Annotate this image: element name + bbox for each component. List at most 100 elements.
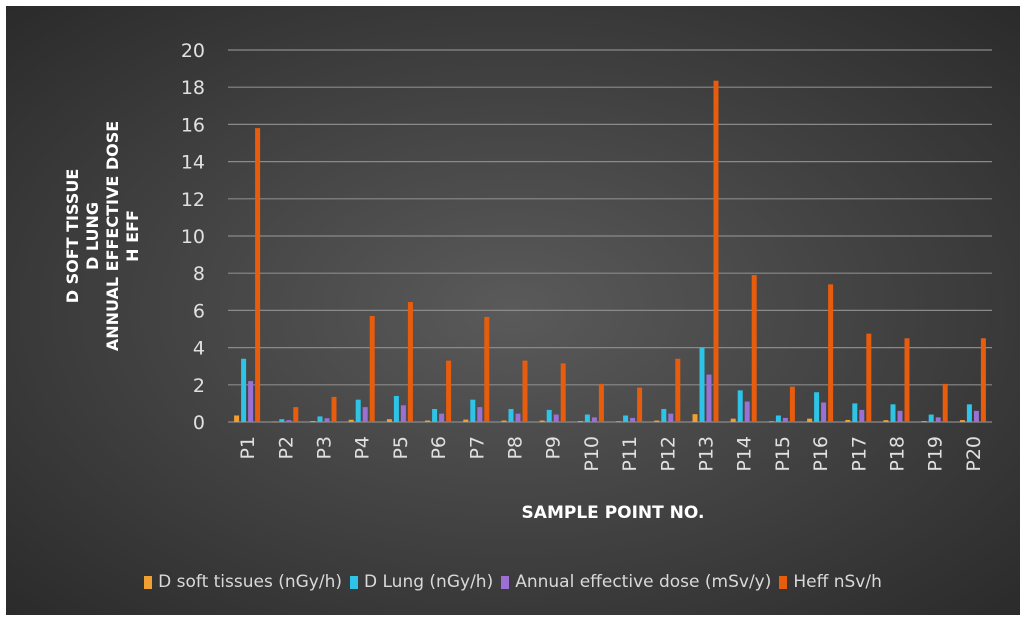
bar-p16-series-3 <box>821 402 827 422</box>
legend-label: Heff nSv/h <box>793 572 882 592</box>
bar-p10-series-1 <box>577 421 583 422</box>
bar-p13-series-4 <box>713 80 719 422</box>
x-tick-label: P18 <box>887 436 909 472</box>
x-tick-label: P20 <box>963 436 985 472</box>
x-tick-label: P12 <box>657 436 679 472</box>
bar-p9-series-4 <box>560 363 566 422</box>
bar-p13-series-1 <box>692 414 698 422</box>
bar-p14-series-2 <box>737 390 743 422</box>
y-tick-label: 10 <box>181 226 205 248</box>
y-tick-label: 20 <box>181 40 205 62</box>
legend-label: D Lung (nGy/h) <box>364 572 494 592</box>
bar-p11-series-2 <box>623 415 629 422</box>
y-axis-ticks: 0 2 4 6 8 10 12 14 16 18 20 <box>181 40 205 434</box>
bar-p19-series-2 <box>928 414 934 422</box>
bar-p10-series-2 <box>584 414 590 422</box>
x-tick-label: P4 <box>352 436 374 460</box>
y-axis-title: D SOFT TISSUE D LUNG ANNUAL EFFECTIVE DOSE… <box>63 121 142 351</box>
bar-p18-series-4 <box>904 338 910 422</box>
bar-p7-series-4 <box>484 316 490 422</box>
y-tick-label: 0 <box>193 412 205 434</box>
bar-p15-series-2 <box>775 415 781 422</box>
bars <box>234 80 986 423</box>
bar-p2-series-2 <box>279 419 285 422</box>
bar-p5-series-4 <box>407 302 413 422</box>
legend-swatch <box>501 575 510 589</box>
y-axis-title-line: D LUNG <box>83 202 102 270</box>
bar-p4-series-1 <box>348 419 354 422</box>
bar-p11-series-3 <box>630 417 636 422</box>
bar-p9-series-2 <box>546 409 552 422</box>
legend-swatch <box>779 575 788 589</box>
bar-p2-series-1 <box>272 421 278 423</box>
y-tick-label: 6 <box>193 300 205 322</box>
bar-p15-series-3 <box>782 417 788 422</box>
bar-p4-series-3 <box>362 407 368 422</box>
bar-p3-series-3 <box>324 418 330 422</box>
bar-p12-series-3 <box>668 413 674 422</box>
y-tick-label: 16 <box>181 114 205 136</box>
x-tick-label: P19 <box>925 436 947 472</box>
y-tick-label: 8 <box>193 263 205 285</box>
x-axis-title: SAMPLE POINT NO. <box>522 503 705 523</box>
gridlines <box>228 49 992 423</box>
bar-p19-series-1 <box>921 421 927 422</box>
bar-p20-series-4 <box>980 338 986 422</box>
y-axis-title-line: H EFF <box>123 210 142 262</box>
bar-p11-series-1 <box>616 421 622 422</box>
legend-item-4: Heff nSv/h <box>779 572 882 592</box>
bar-p15-series-4 <box>789 386 795 422</box>
bar-p4-series-2 <box>355 399 361 422</box>
bar-p7-series-3 <box>477 407 483 422</box>
y-axis-title-line: ANNUAL EFFECTIVE DOSE <box>103 121 122 351</box>
legend-label: D soft tissues (nGy/h) <box>158 572 343 592</box>
x-tick-label: P8 <box>505 436 527 460</box>
y-tick-label: 14 <box>181 152 205 174</box>
legend-swatch <box>350 575 359 589</box>
bar-p6-series-3 <box>439 413 445 422</box>
bar-p9-series-1 <box>539 420 545 422</box>
bar-p19-series-4 <box>942 383 948 422</box>
x-tick-label: P3 <box>314 436 336 460</box>
bar-p3-series-2 <box>317 416 323 422</box>
bar-p17-series-3 <box>859 409 865 422</box>
bar-p16-series-2 <box>814 392 820 422</box>
bar-p1-series-2 <box>241 358 247 422</box>
bar-p4-series-4 <box>369 315 375 422</box>
y-tick-label: 12 <box>181 189 205 211</box>
bar-p8-series-4 <box>522 360 528 422</box>
bar-p14-series-3 <box>744 401 750 422</box>
x-tick-label: P6 <box>428 436 450 460</box>
bar-p10-series-4 <box>598 383 604 422</box>
bar-p10-series-3 <box>591 417 597 422</box>
x-tick-label: P10 <box>581 436 603 472</box>
bar-p13-series-2 <box>699 347 705 422</box>
bar-p17-series-1 <box>845 419 851 422</box>
bar-p1-series-4 <box>255 128 261 422</box>
bar-p14-series-4 <box>751 275 757 422</box>
legend-swatch <box>144 575 153 589</box>
bar-p7-series-1 <box>463 419 469 422</box>
bar-p12-series-2 <box>661 408 667 422</box>
x-tick-label: P9 <box>543 436 565 460</box>
bar-p12-series-4 <box>675 358 681 422</box>
bar-p6-series-2 <box>432 408 438 422</box>
bar-p19-series-3 <box>935 417 941 422</box>
bar-p17-series-2 <box>852 403 858 422</box>
bar-p12-series-1 <box>654 420 660 422</box>
y-tick-label: 4 <box>193 338 205 360</box>
x-tick-label: P13 <box>696 436 718 472</box>
y-axis-title-line: D SOFT TISSUE <box>63 169 82 304</box>
x-tick-label: P5 <box>390 436 412 460</box>
bar-p2-series-3 <box>286 420 292 422</box>
x-tick-label: P1 <box>237 436 259 460</box>
x-tick-label: P16 <box>810 436 832 472</box>
bar-p18-series-2 <box>890 404 896 422</box>
x-tick-label: P14 <box>734 436 756 472</box>
bar-p20-series-3 <box>973 410 979 422</box>
x-tick-label: P2 <box>275 436 297 460</box>
y-tick-label: 18 <box>181 77 205 99</box>
chart-frame: 0 2 4 6 8 10 12 14 16 18 20 P1 P2 P3 P4 P5 P6 P7 P8 P9 P10 P… <box>6 6 1020 615</box>
bar-p18-series-3 <box>897 410 903 422</box>
